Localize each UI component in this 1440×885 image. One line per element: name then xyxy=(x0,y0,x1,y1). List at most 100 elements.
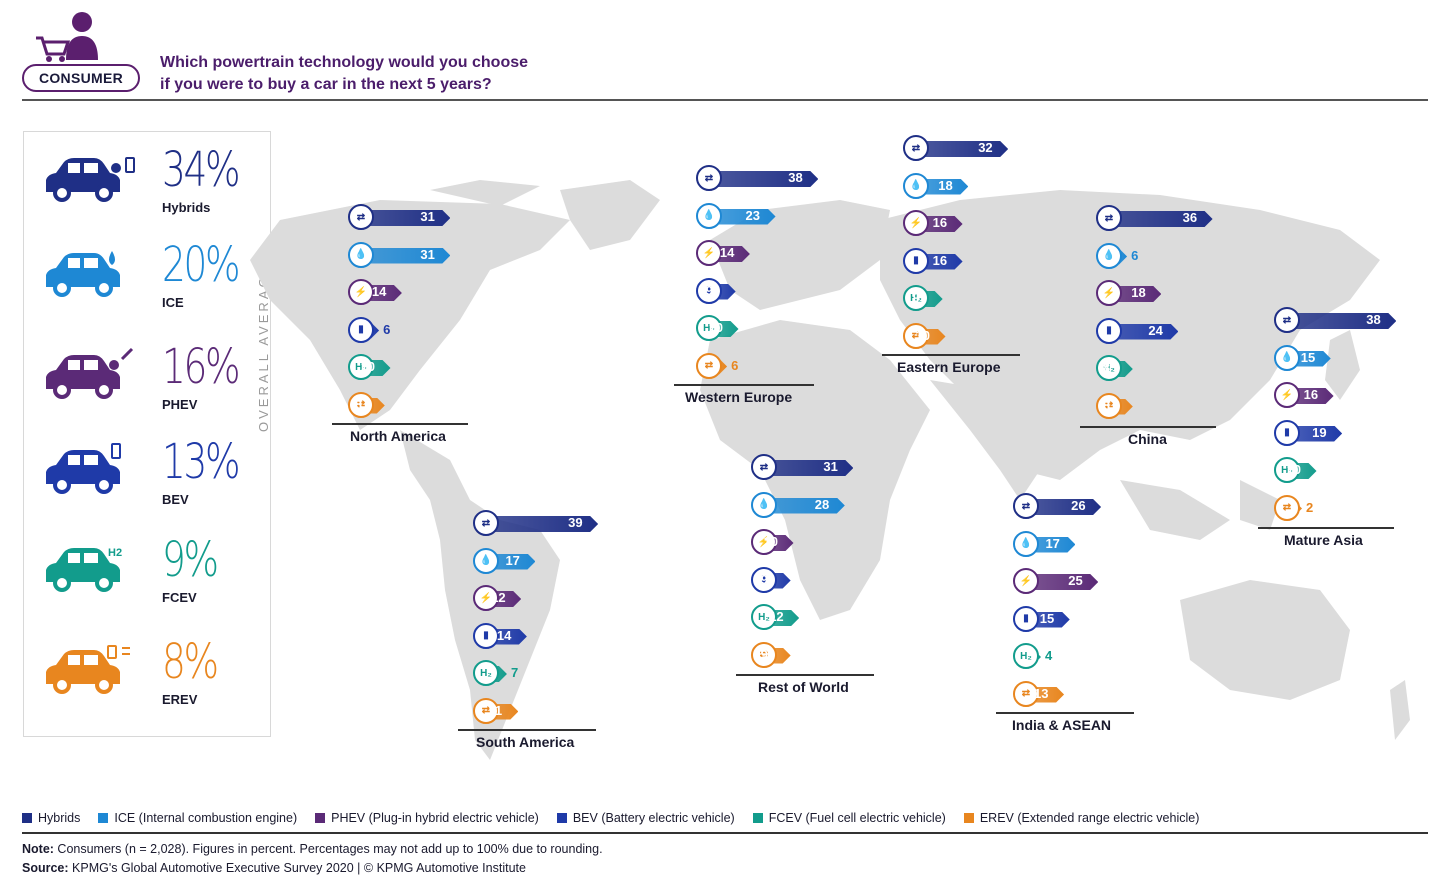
region-underline xyxy=(736,674,874,676)
bar-value: 13 xyxy=(1034,685,1049,701)
bar-value: 31 xyxy=(420,246,435,262)
bar xyxy=(1288,313,1396,329)
plug-icon: ⚡ xyxy=(696,240,722,266)
bar xyxy=(487,554,535,570)
bar xyxy=(710,171,818,187)
region-underline xyxy=(1080,426,1216,428)
overall-item-phev: 16% PHEV xyxy=(42,337,252,432)
hydrogen-icon: H₂ xyxy=(1013,643,1039,669)
battery-icon: ▮ xyxy=(1274,419,1300,446)
bar-value: 12 xyxy=(769,609,784,624)
hybrid-icon: ⇄ xyxy=(751,454,777,480)
region-name: China xyxy=(1128,431,1167,447)
hybrid-icon: ⇄ xyxy=(1274,307,1300,333)
overall-pct: 13% xyxy=(162,434,241,490)
bar-value: 16 xyxy=(1303,387,1319,402)
overall-name: PHEV xyxy=(162,397,198,412)
bar xyxy=(1110,211,1213,227)
bar-value: 4 xyxy=(1045,648,1053,663)
bar-value: 23 xyxy=(745,207,761,223)
region-name: South America xyxy=(476,734,575,750)
car-erev-icon xyxy=(46,645,130,694)
region-underline xyxy=(458,729,596,731)
hydrogen-icon: H₂ xyxy=(751,604,777,630)
bar xyxy=(362,210,450,226)
legend-swatch xyxy=(963,813,974,823)
overall-name: Hybrids xyxy=(162,200,211,215)
legend-item: ICE (Internal combustion engine) xyxy=(98,808,297,828)
legend-item: BEV (Battery electric vehicle) xyxy=(556,808,735,828)
fuel-drop-icon: 💧 xyxy=(1013,530,1039,557)
bar xyxy=(362,248,450,264)
bar xyxy=(917,141,1008,157)
erev-icon: ⇄ xyxy=(696,352,722,379)
erev-icon: ⇄ xyxy=(348,391,374,418)
legend-item: PHEV (Plug-in hybrid electric vehicle) xyxy=(315,808,539,828)
legend-label: BEV (Battery electric vehicle) xyxy=(572,811,735,825)
region-underline xyxy=(674,384,814,386)
fuel-drop-icon: 💧 xyxy=(903,172,929,199)
bar-value: 25 xyxy=(1068,573,1083,588)
erev-icon: ⇄ xyxy=(1013,680,1039,707)
bar xyxy=(765,460,853,476)
svg-text:H2: H2 xyxy=(108,547,122,559)
overall-item-erev: 8% EREV xyxy=(42,632,252,727)
bar-value: 15 xyxy=(1300,349,1316,365)
car-fcev-icon: H2 xyxy=(46,547,122,592)
bar-value: 17 xyxy=(1045,535,1060,551)
legend-label: ICE (Internal combustion engine) xyxy=(114,811,298,825)
legend-label: FCEV (Fuel cell electric vehicle) xyxy=(768,811,946,825)
overall-name: BEV xyxy=(162,492,189,507)
bar-value: 36 xyxy=(1182,210,1198,225)
bar-value: 19 xyxy=(1312,424,1327,440)
footnote: Note: Consumers (n = 2,028). Figures in … xyxy=(22,842,603,856)
region-name: Western Europe xyxy=(685,389,793,405)
region-name: North America xyxy=(350,428,446,444)
overall-pct: 20% xyxy=(162,237,241,293)
car-hybrid-icon xyxy=(46,157,135,202)
source-line: Source: KPMG's Global Automotive Executi… xyxy=(22,861,526,875)
bar-value: 17 xyxy=(505,552,520,568)
question-line-2: if you were to buy a car in the next 5 y… xyxy=(160,76,492,93)
bar xyxy=(1027,537,1075,553)
overall-item-ice: 20% ICE xyxy=(42,235,252,330)
region-underline xyxy=(1258,527,1394,529)
bar xyxy=(765,498,845,514)
hybrid-icon: ⇄ xyxy=(473,510,499,536)
overall-item-fcev: H2 9% FCEV xyxy=(42,530,252,625)
legend-label: EREV (Extended range electric vehicle) xyxy=(979,811,1200,825)
plug-icon: ⚡ xyxy=(1274,382,1300,408)
legend: Hybrids ICE (Internal combustion engine) P… xyxy=(22,808,1432,828)
fuel-drop-icon: 💧 xyxy=(348,241,374,268)
overall-pct: 8% xyxy=(162,634,219,690)
bar-value: 6 xyxy=(383,321,391,337)
bar-value: 10 xyxy=(1286,462,1301,477)
header-divider xyxy=(22,99,1428,101)
bar-value: 28 xyxy=(814,496,830,512)
bar-value: 12 xyxy=(491,590,506,605)
battery-icon: ▮ xyxy=(1013,605,1039,632)
erev-icon: ⇄ xyxy=(1096,392,1122,419)
hybrid-icon: ⇄ xyxy=(1096,205,1122,231)
legend-swatch xyxy=(752,813,763,823)
bar-value: 26 xyxy=(1071,498,1086,513)
bar-value: 14 xyxy=(719,245,735,260)
bar xyxy=(487,516,598,532)
note-label: Note: xyxy=(22,842,54,856)
overall-name: EREV xyxy=(162,692,198,707)
bar-value: 6 xyxy=(731,357,739,373)
consumer-badge: CONSUMER xyxy=(22,8,142,94)
region-name: Eastern Europe xyxy=(897,359,1001,375)
bar-value: 9 xyxy=(912,290,920,305)
bar-value: 9 xyxy=(760,646,768,662)
battery-icon: ▮ xyxy=(1096,317,1122,344)
bar xyxy=(1110,324,1178,340)
region-underline xyxy=(332,423,468,425)
bar-value: 9 xyxy=(760,571,768,587)
bar xyxy=(1027,574,1098,590)
legend-item: FCEV (Fuel cell electric vehicle) xyxy=(752,808,946,828)
region-name: India & ASEAN xyxy=(1012,717,1112,733)
question-line-1: Which powertrain technology would you ch… xyxy=(160,54,529,71)
bar-value: 6 xyxy=(1131,247,1139,263)
region-name: Rest of World xyxy=(758,679,849,695)
